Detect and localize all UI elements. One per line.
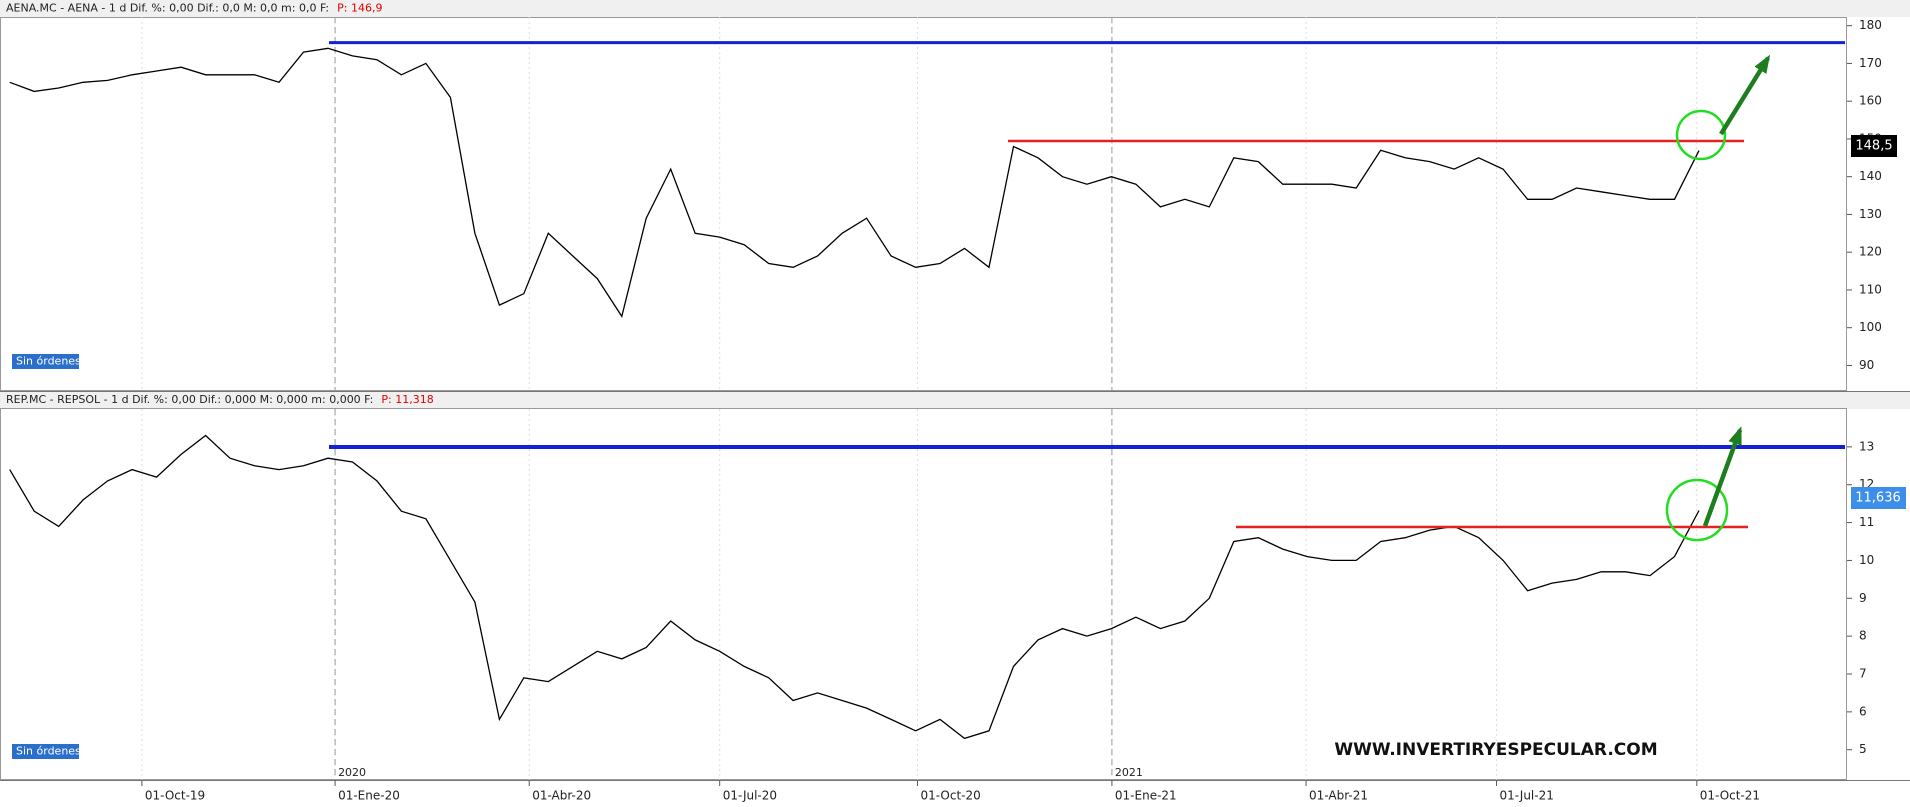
x-tick-label: 01-Ene-21 [1115,789,1177,803]
highlight-circle [1665,478,1729,542]
trend-arrow [1702,429,1743,527]
y-tick-label: 6 [1859,704,1867,718]
x-tick-label: 01-Jul-20 [723,789,777,803]
last-price-tag [1851,135,1897,157]
chart-header: REP.MC - REPSOL - 1 d Dif. %: 0,00 Dif.:… [6,393,373,406]
last-price-label: 148,5 [1855,139,1892,154]
highlight-circle [1675,109,1727,161]
watermark: WWW.INVERTIRYESPECULAR.COM [1334,740,1657,760]
y-tick-label: 130 [1859,207,1882,221]
orders-button [12,744,79,759]
plot-frame [0,408,1847,780]
chart-header: AENA.MC - AENA - 1 d Dif. %: 0,00 Dif.: … [6,2,329,15]
trend-arrow-head [1754,54,1771,74]
last-price-tag [1851,487,1906,509]
price-header: P: 11,318 [381,393,433,406]
x-tick-label: 01-Abr-21 [1309,789,1368,803]
y-tick-label: 11 [1859,515,1874,529]
plot-frame [0,17,1847,391]
y-tick-label: 170 [1859,56,1882,70]
header-bar [0,392,1910,409]
orders-label: Sin órdenes [16,355,81,368]
price-header: P: 146,9 [337,2,382,15]
y-tick-label: 5 [1859,742,1867,756]
y-tick-label: 120 [1859,245,1882,259]
x-tick-label: 01-Oct-20 [921,789,981,803]
x-tick-label: 01-Jul-21 [1500,789,1554,803]
year-label: 2021 [1115,766,1143,779]
header-bar [0,0,1910,17]
x-tick-label: 01-Oct-21 [1700,789,1760,803]
y-tick-label: 110 [1859,282,1882,296]
trend-arrow [1719,56,1770,136]
y-tick-label: 9 [1859,591,1867,605]
price-line [9,434,1700,740]
y-tick-label: 160 [1859,94,1882,108]
y-tick-label: 7 [1859,667,1867,681]
y-tick-label: 10 [1859,553,1874,567]
y-tick-label: 140 [1859,169,1882,183]
y-tick-label: 8 [1859,629,1867,643]
y-tick-label: 100 [1859,320,1882,334]
last-price-label: 11,636 [1855,491,1901,506]
x-tick-label: 01-Abr-20 [532,789,591,803]
y-tick-label: 13 [1859,439,1874,453]
orders-button [12,354,79,369]
y-tick-label: 180 [1859,18,1882,32]
x-tick-label: 01-Oct-19 [145,789,205,803]
price-line [9,47,1700,319]
x-tick-label: 01-Ene-20 [338,789,400,803]
year-label: 2020 [338,766,366,779]
trend-arrow-head [1728,426,1742,446]
y-tick-label: 90 [1859,358,1874,372]
orders-label: Sin órdenes [16,745,81,758]
